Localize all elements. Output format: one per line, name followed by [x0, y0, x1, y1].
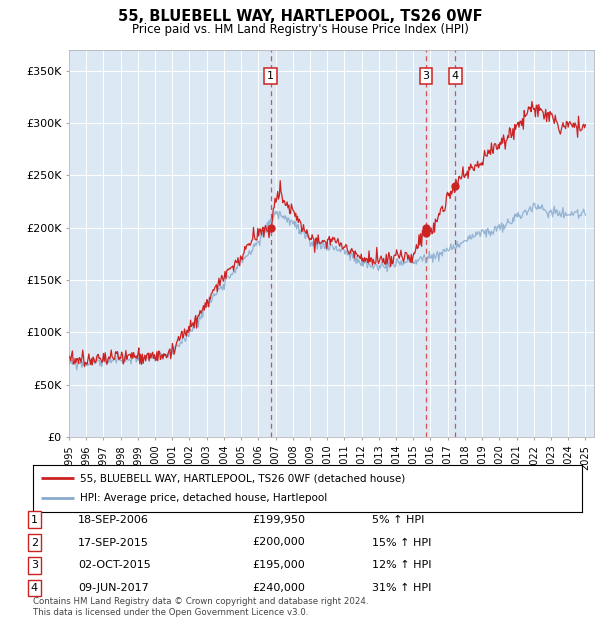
Text: £240,000: £240,000	[252, 583, 305, 593]
Text: 55, BLUEBELL WAY, HARTLEPOOL, TS26 0WF: 55, BLUEBELL WAY, HARTLEPOOL, TS26 0WF	[118, 9, 482, 24]
Text: 5% ↑ HPI: 5% ↑ HPI	[372, 515, 424, 525]
Text: 31% ↑ HPI: 31% ↑ HPI	[372, 583, 431, 593]
Text: HPI: Average price, detached house, Hartlepool: HPI: Average price, detached house, Hart…	[80, 494, 327, 503]
Text: 12% ↑ HPI: 12% ↑ HPI	[372, 560, 431, 570]
Text: 2: 2	[31, 538, 38, 547]
Text: 18-SEP-2006: 18-SEP-2006	[78, 515, 149, 525]
Text: £195,000: £195,000	[252, 560, 305, 570]
Text: 02-OCT-2015: 02-OCT-2015	[78, 560, 151, 570]
Text: 55, BLUEBELL WAY, HARTLEPOOL, TS26 0WF (detached house): 55, BLUEBELL WAY, HARTLEPOOL, TS26 0WF (…	[80, 473, 405, 483]
Text: 1: 1	[31, 515, 38, 525]
Text: £199,950: £199,950	[252, 515, 305, 525]
Text: Contains HM Land Registry data © Crown copyright and database right 2024.
This d: Contains HM Land Registry data © Crown c…	[33, 598, 368, 617]
Text: 1: 1	[267, 71, 274, 81]
Text: 17-SEP-2015: 17-SEP-2015	[78, 538, 149, 547]
Text: 3: 3	[422, 71, 430, 81]
Text: Price paid vs. HM Land Registry's House Price Index (HPI): Price paid vs. HM Land Registry's House …	[131, 23, 469, 36]
Text: 4: 4	[452, 71, 459, 81]
Text: 09-JUN-2017: 09-JUN-2017	[78, 583, 149, 593]
Text: 15% ↑ HPI: 15% ↑ HPI	[372, 538, 431, 547]
Text: 4: 4	[31, 583, 38, 593]
Text: £200,000: £200,000	[252, 538, 305, 547]
Text: 3: 3	[31, 560, 38, 570]
